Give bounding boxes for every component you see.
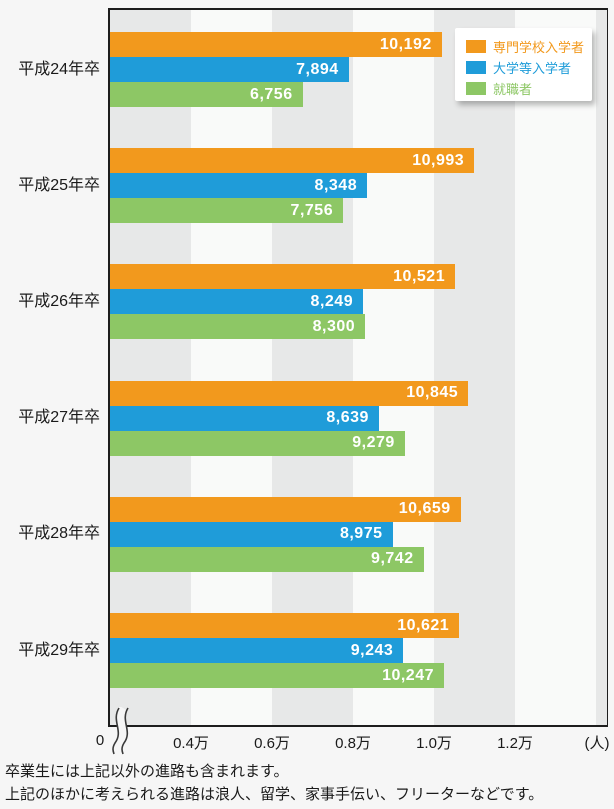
legend-item: 大学等入学者 [466, 58, 592, 76]
x-axis-tick-label: 0.8万 [335, 735, 371, 752]
legend-label: 就職者 [493, 81, 533, 97]
x-axis-tick-label: 1.0万 [416, 735, 452, 752]
bar: 10,993 [110, 148, 475, 174]
x-axis-tick-label: 0.4万 [173, 735, 209, 752]
legend-swatch [466, 39, 486, 53]
legend-item: 就職者 [466, 79, 592, 97]
bar: 10,521 [110, 264, 456, 290]
category-label: 平成24年卒 [18, 60, 100, 78]
bar-value-label: 10,659 [398, 500, 451, 518]
bar-value-label: 9,742 [371, 550, 414, 568]
bar-value-label: 10,521 [393, 267, 446, 285]
bar-value-label: 6,756 [250, 85, 293, 103]
bar-value-label: 8,639 [326, 409, 369, 427]
bar: 7,756 [110, 198, 344, 224]
x-axis-tick-label: 0 [95, 732, 105, 749]
category-label: 平成27年卒 [18, 409, 100, 427]
bar: 10,845 [110, 380, 469, 406]
bar-value-label: 8,300 [312, 317, 356, 335]
bar: 10,247 [110, 663, 444, 688]
bar-value-label: 9,243 [350, 641, 394, 659]
bar: 10,621 [110, 613, 460, 638]
category-label: 平成29年卒 [18, 641, 100, 659]
bar-value-label: 7,756 [290, 201, 334, 219]
legend-item: 専門学校入学者 [466, 37, 592, 55]
bar: 8,975 [110, 521, 393, 547]
x-axis-tick-label: 0.6万 [254, 735, 290, 752]
bar-value-label: 10,247 [382, 666, 434, 684]
bar: 8,249 [110, 289, 364, 315]
bar: 9,279 [110, 430, 405, 456]
legend-label: 大学等入学者 [493, 60, 572, 76]
bar: 10,659 [110, 496, 461, 522]
bar: 8,300 [110, 314, 366, 340]
category-label: 平成26年卒 [18, 292, 100, 310]
legend-swatch [466, 60, 486, 74]
legend-swatch [466, 81, 486, 95]
bar-value-label: 8,249 [310, 292, 354, 310]
bar-value-label: 10,845 [406, 384, 459, 402]
bar: 9,742 [110, 546, 424, 572]
bar-value-label: 10,621 [397, 616, 450, 634]
footnote-line-2: 上記のほかに考えられる進路は浪人、留学、家事手伝い、フリーターなどです。 [5, 786, 544, 803]
plot-area: 10,192 7,894 6,756 10,993 8,348 7,756 10,521 8,… [108, 8, 608, 727]
bar: 6,756 [110, 82, 303, 107]
footnote-line-1: 卒業生には上記以外の進路も含まれます。 [5, 763, 289, 780]
bar: 10,192 [110, 32, 442, 57]
bar-value-label: 9,279 [352, 434, 395, 452]
category-label: 平成25年卒 [18, 176, 100, 194]
bar: 9,243 [110, 638, 404, 663]
bar-value-label: 10,192 [379, 35, 432, 53]
axis-break-icon [112, 707, 129, 755]
legend-label: 専門学校入学者 [493, 39, 585, 55]
bar-value-label: 8,975 [339, 525, 383, 543]
bar: 8,348 [110, 173, 368, 199]
bar: 7,894 [110, 57, 349, 82]
bar-value-label: 8,348 [314, 176, 358, 194]
legend: 専門学校入学者 大学等入学者 就職者 [455, 28, 592, 101]
bar: 8,639 [110, 405, 379, 431]
x-axis-unit-label: (人) [584, 735, 610, 752]
x-axis-tick-label: 1.2万 [497, 735, 533, 752]
bar-value-label: 7,894 [296, 60, 339, 78]
category-label: 平成28年卒 [18, 525, 100, 543]
bar-value-label: 10,993 [412, 151, 465, 169]
